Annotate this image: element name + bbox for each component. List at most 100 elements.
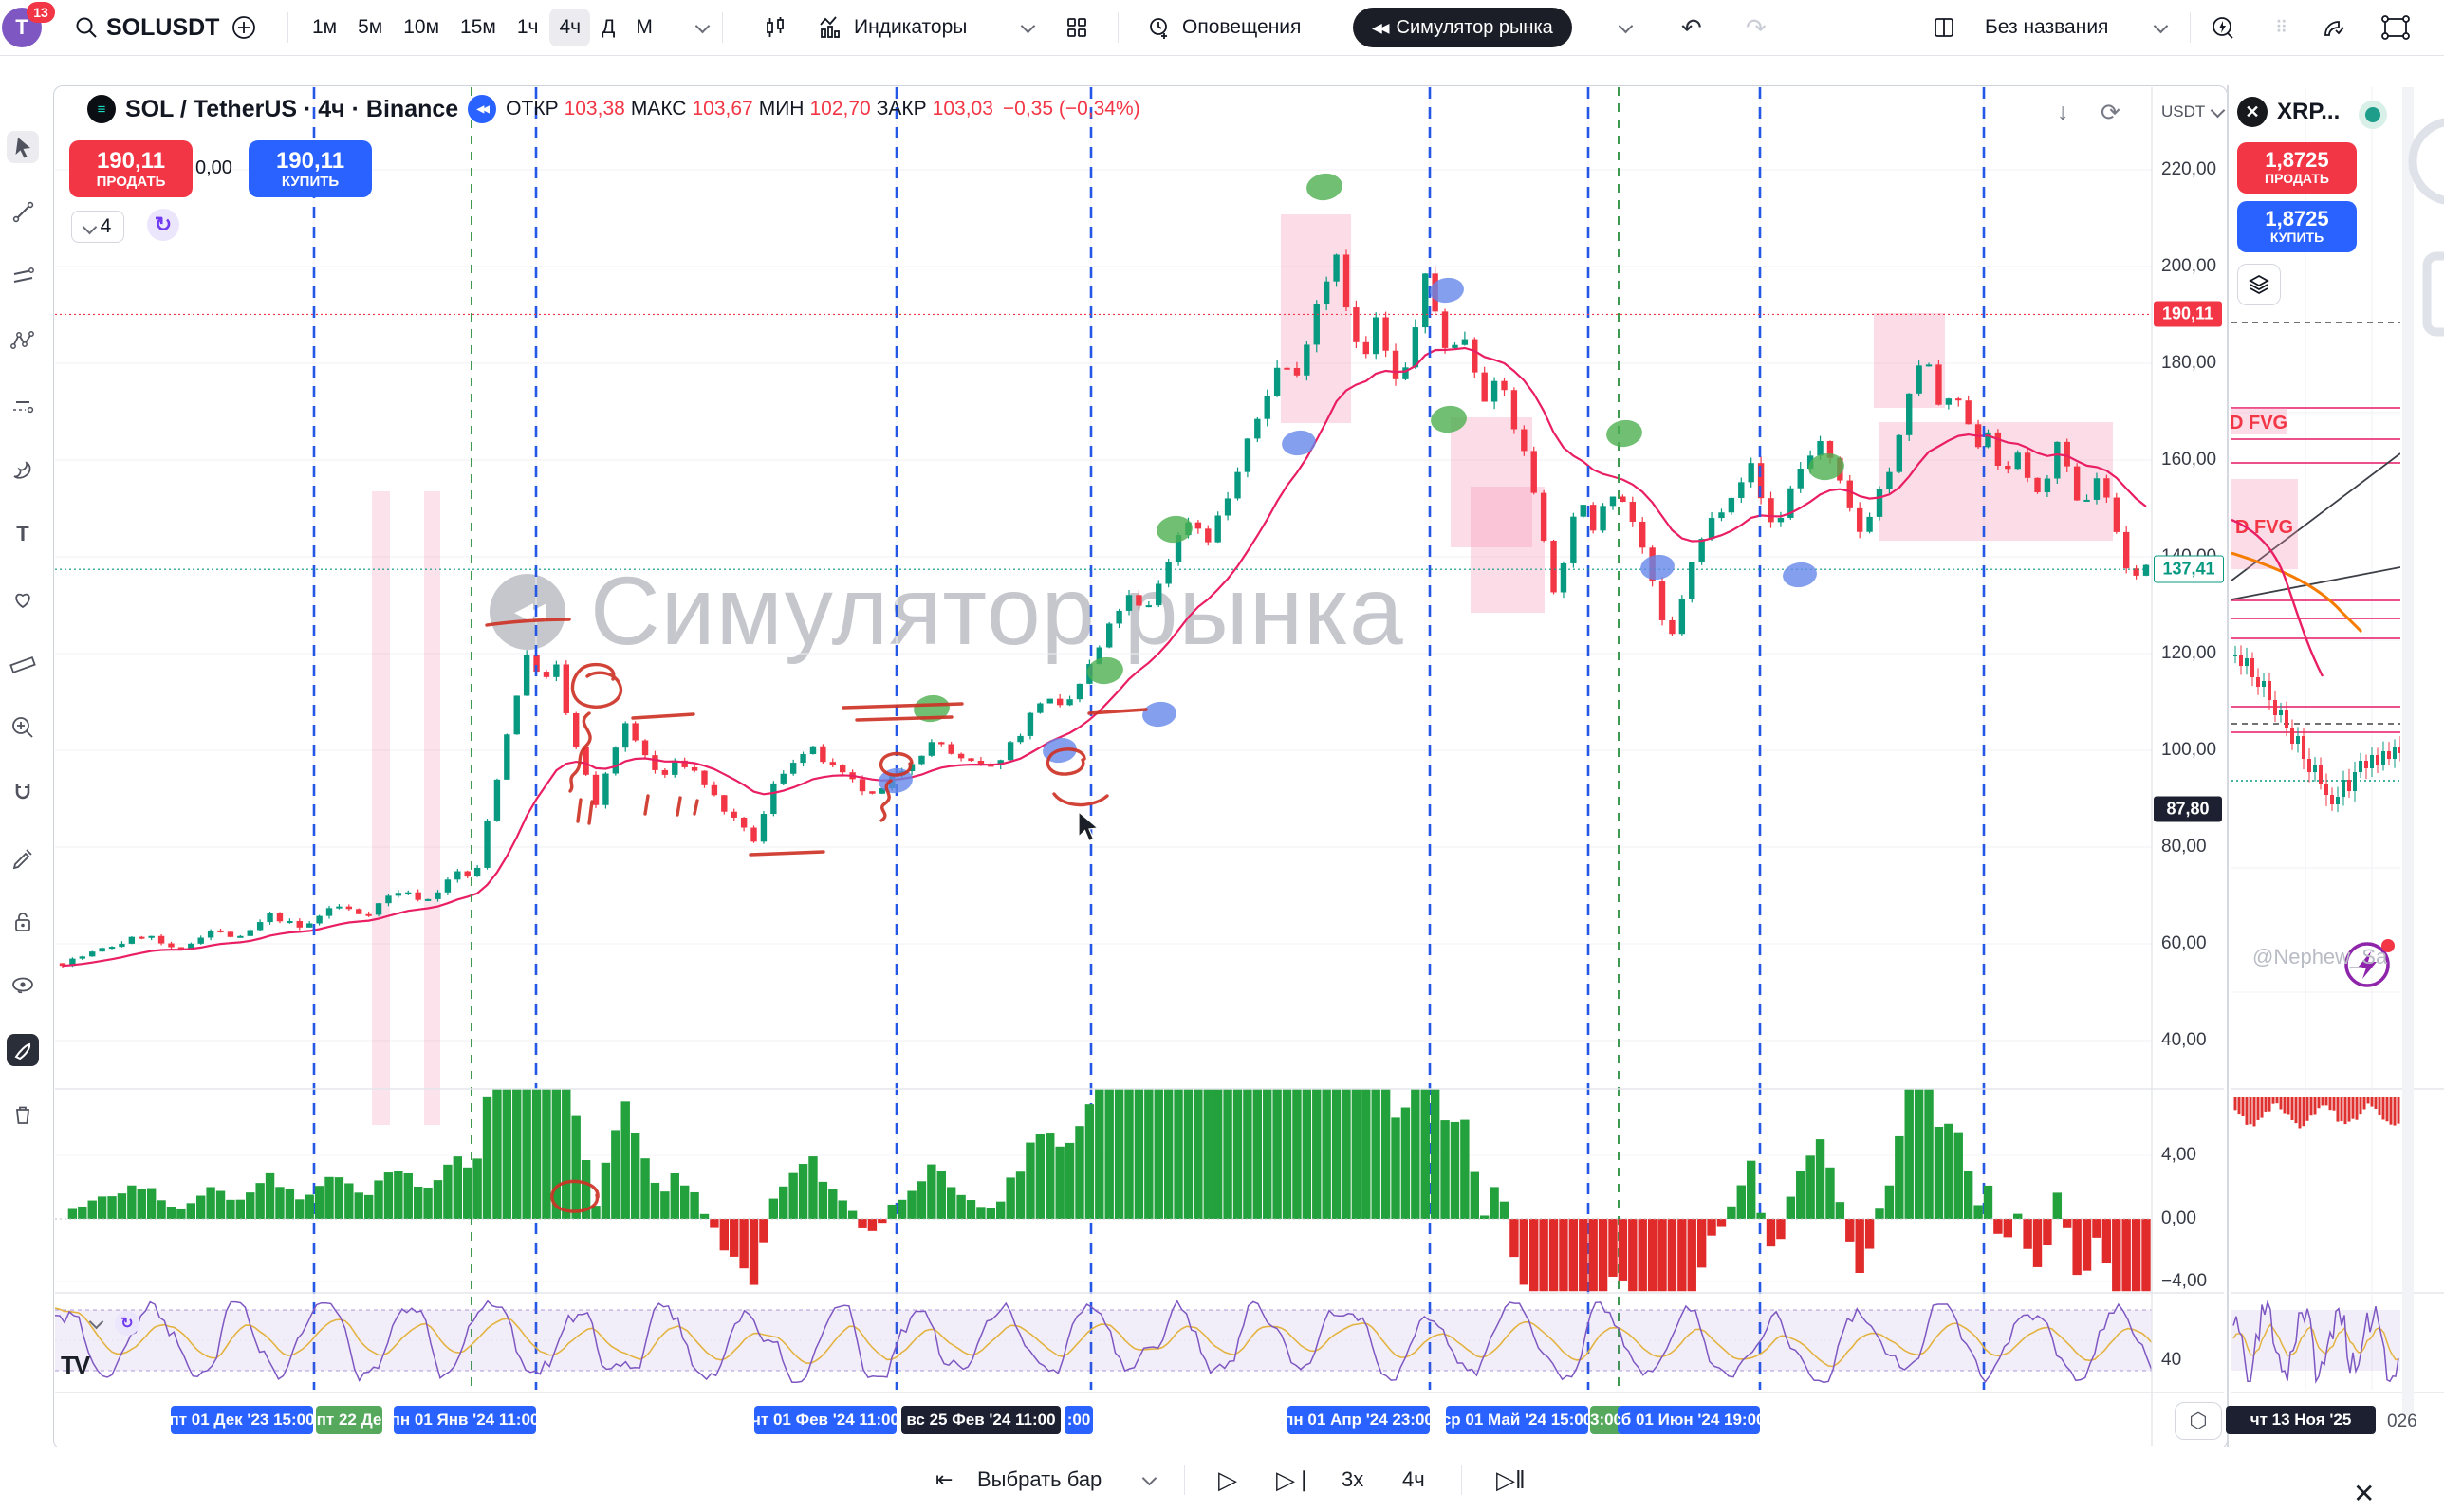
redo-icon[interactable]: ↷: [1746, 12, 1767, 42]
axis-label: −4,00: [2161, 1271, 2208, 1291]
settings-gear-icon[interactable]: ⬡: [2175, 1402, 2222, 1440]
pencil-tool-icon[interactable]: [7, 840, 39, 873]
drawing-favorites-icon[interactable]: [2321, 0, 2345, 55]
jump-to-end-icon[interactable]: ▷‖: [1496, 1465, 1526, 1494]
undo-icon[interactable]: ↶: [1681, 12, 1702, 42]
collapse-pane-icon[interactable]: [88, 1314, 104, 1329]
eye-tool-icon[interactable]: [7, 969, 39, 1002]
timeframe-4ч[interactable]: 4ч: [549, 9, 591, 46]
timeframe-10м[interactable]: 10м: [403, 16, 440, 38]
toolbar-divider: [722, 12, 723, 43]
clipped-panel-layer: [2402, 87, 2444, 1415]
currency-selector[interactable]: USDT: [2161, 102, 2226, 121]
author-watermark: @Nephew_Sa: [2252, 945, 2388, 968]
jump-to-bar-icon[interactable]: ⇤: [935, 1467, 954, 1491]
symbol-search[interactable]: SOLUSDT: [106, 13, 220, 41]
chart-style-icon[interactable]: [763, 0, 787, 55]
timeframe-more-icon[interactable]: [690, 0, 711, 55]
quick-search-icon[interactable]: [2211, 0, 2235, 55]
axis-label: 60,00: [2161, 933, 2207, 953]
change-value: −0,35 (−0,34%): [1002, 98, 1140, 120]
pane-sync-icon[interactable]: ↻: [115, 1311, 139, 1336]
scroll-down-icon[interactable]: ↓: [2057, 99, 2069, 125]
layout-chevron-icon[interactable]: [2148, 0, 2169, 55]
timeframe-М[interactable]: М: [636, 16, 653, 38]
xrp-buy-button[interactable]: 1,8725 КУПИТЬ: [2237, 201, 2357, 252]
price-badge-red: 190,11: [2154, 301, 2222, 327]
ruler-tool-icon[interactable]: [7, 647, 39, 679]
grid-layout-icon[interactable]: [1065, 0, 1089, 55]
sell-button[interactable]: 190,11 ПРОДАТЬ: [69, 140, 193, 197]
marker-tool-icon[interactable]: [7, 1034, 39, 1066]
projection-tool-icon[interactable]: [7, 389, 39, 421]
chart-title[interactable]: SOL / TetherUS · 4ч · Binance: [125, 95, 459, 122]
macd-histogram-layer: [55, 1089, 2152, 1292]
step-forward-icon[interactable]: ▷ ❘: [1276, 1465, 1313, 1494]
trend-line-tool-icon[interactable]: [7, 195, 39, 228]
lock-tool-icon[interactable]: [7, 905, 39, 937]
emoji-tool-icon[interactable]: [7, 582, 39, 615]
cursor-tool-icon[interactable]: [7, 131, 39, 163]
toolbar-divider: [2190, 12, 2191, 43]
price-badge-black: 87,80: [2154, 796, 2222, 822]
timeframe-5м[interactable]: 5м: [358, 16, 383, 38]
parallel-channel-tool-icon[interactable]: [7, 260, 39, 292]
layout-name[interactable]: Без названия: [1985, 16, 2109, 38]
market-status-dot: [2359, 101, 2387, 129]
speed-button[interactable]: 3x: [1342, 1467, 1364, 1491]
xabcd-pattern-tool-icon[interactable]: [7, 324, 39, 357]
compare-add-icon[interactable]: [231, 0, 256, 55]
notification-badge[interactable]: 13: [27, 2, 55, 23]
price-lines-layer: [55, 313, 2152, 570]
market-simulator-button[interactable]: ◀◀ Симулятор рынка: [1353, 8, 1572, 47]
axis-label: 80,00: [2161, 837, 2207, 857]
select-bar-chevron-icon[interactable]: [1137, 1447, 1157, 1512]
xrp-sell-button[interactable]: 1,8725 ПРОДАТЬ: [2237, 142, 2357, 194]
chart-card-border: [53, 85, 2228, 1449]
timeframe-1ч[interactable]: 1ч: [516, 16, 539, 38]
ohlc-value: 102,70: [809, 98, 871, 120]
grid-layer: [55, 87, 2152, 1390]
date-label: вс 25 Фев '24 11:00: [901, 1406, 1061, 1434]
interval-button[interactable]: 4ч: [1402, 1467, 1425, 1491]
bottombar-divider: [1184, 1465, 1185, 1495]
axis-label: 120,00: [2161, 643, 2217, 663]
timeframe-15м[interactable]: 15м: [460, 16, 496, 38]
replay-chip-icon[interactable]: ◀◀: [468, 95, 497, 123]
ohlc-value: 103,38: [564, 98, 625, 120]
object-tree-icon[interactable]: [2237, 264, 2281, 305]
zoom-in-tool-icon[interactable]: [7, 711, 39, 744]
indicators-chevron-icon[interactable]: [1015, 0, 1036, 55]
close-replay-icon[interactable]: ✕: [2353, 1478, 2376, 1508]
text-tool-icon[interactable]: T: [7, 518, 39, 550]
ohlc-values: ОТКР 103,38 МАКС 103,67 МИН 102,70 ЗАКР 103,03: [506, 98, 993, 120]
play-icon[interactable]: ▷: [1218, 1465, 1237, 1494]
ohlc-label: ЗАКР: [876, 98, 927, 120]
alerts-button[interactable]: Оповещения: [1182, 16, 1302, 38]
axis-label: 200,00: [2161, 256, 2217, 276]
rectangle-tool-icon[interactable]: [2379, 0, 2412, 55]
reset-view-icon[interactable]: ⟳: [2101, 100, 2120, 126]
layout-select-icon[interactable]: [1932, 0, 1956, 55]
qty-selector[interactable]: 4: [71, 211, 124, 243]
sol-logo-icon: ≡: [87, 95, 116, 123]
simulator-chevron-icon[interactable]: [1613, 0, 1634, 55]
timeframe-Д[interactable]: Д: [602, 16, 616, 38]
brush-tool-icon[interactable]: [7, 453, 39, 486]
drag-handle-icon[interactable]: ⠿: [2275, 17, 2290, 37]
alert-clock-icon[interactable]: [1146, 0, 1171, 55]
select-bar-button[interactable]: Выбрать бар: [977, 1467, 1102, 1491]
tradingview-logo[interactable]: TV: [61, 1351, 90, 1379]
magnet-tool-icon[interactable]: [7, 776, 39, 808]
xrp-symbol[interactable]: XRP...: [2277, 99, 2341, 124]
fvg-zones-layer: [372, 214, 2113, 1125]
search-icon[interactable]: [74, 0, 99, 55]
timeframe-1м[interactable]: 1м: [312, 16, 338, 38]
buy-button[interactable]: 190,11 КУПИТЬ: [249, 140, 372, 197]
indicators-button[interactable]: Индикаторы: [854, 16, 968, 38]
indicators-icon[interactable]: [818, 0, 842, 55]
sync-icon[interactable]: ↻: [147, 209, 179, 241]
trash-tool-icon[interactable]: [7, 1098, 39, 1131]
xrp-date-label: чт 13 Ноя '25: [2226, 1406, 2376, 1434]
